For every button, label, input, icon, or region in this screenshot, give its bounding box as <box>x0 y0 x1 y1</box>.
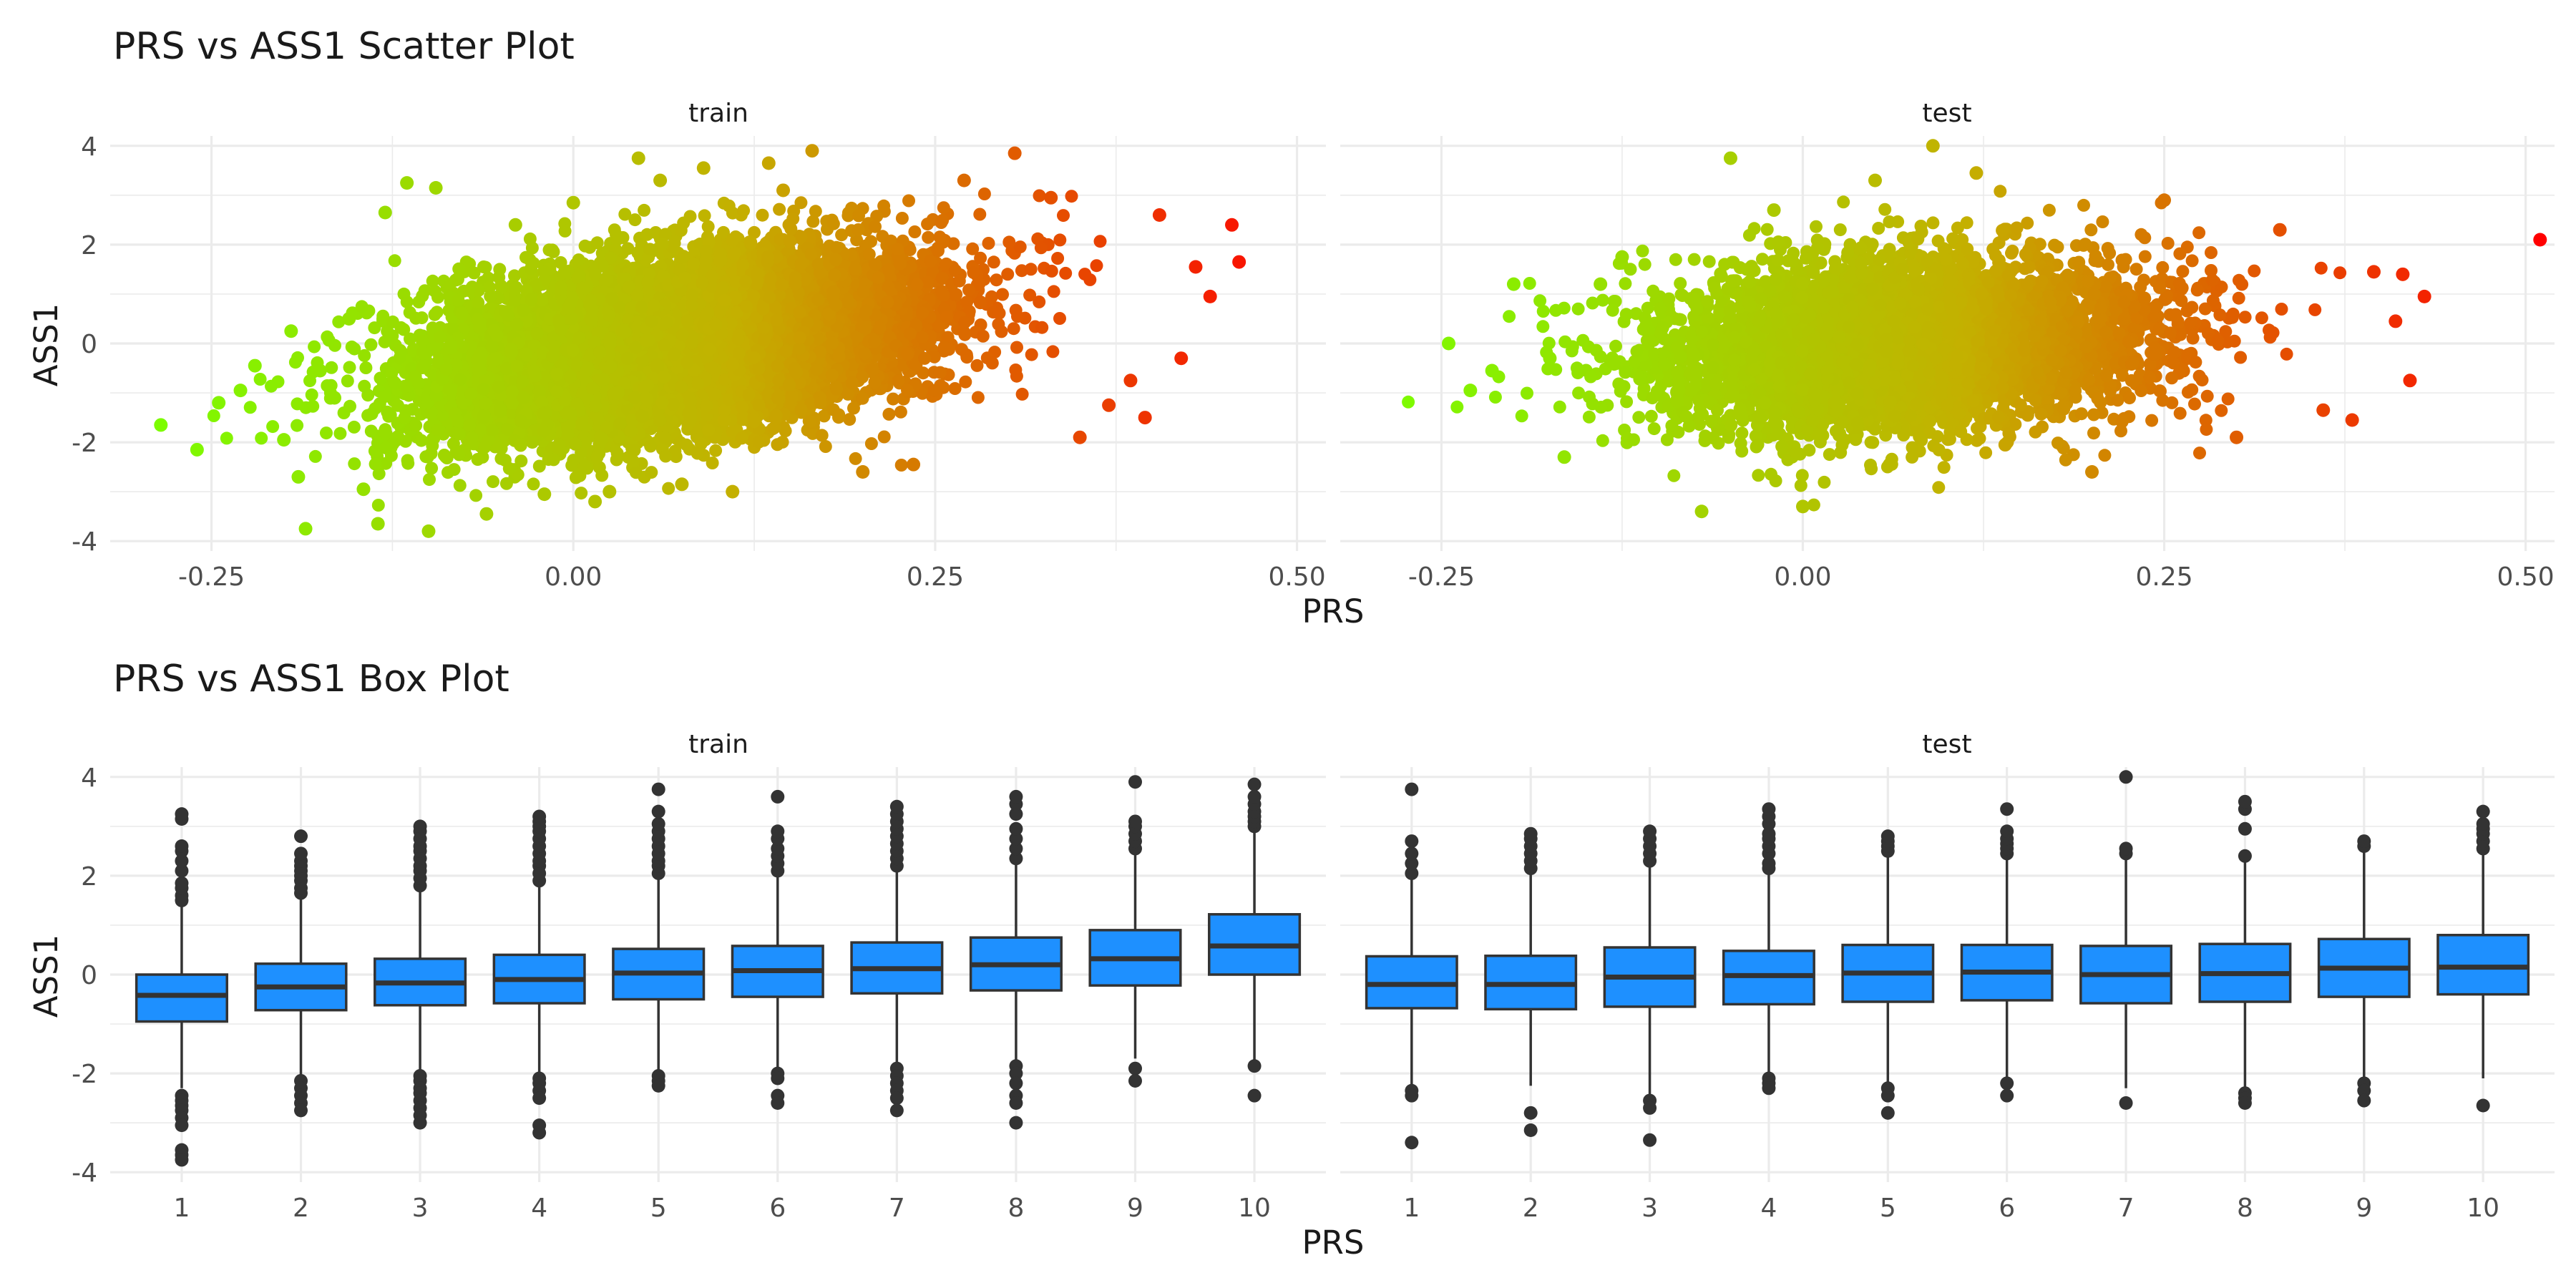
scatter-point <box>877 430 891 444</box>
scatter-point <box>970 358 984 372</box>
scatter-point <box>425 462 439 475</box>
scatter-point <box>638 203 651 217</box>
scatter-point <box>1045 264 1058 278</box>
scatter-point <box>343 361 356 374</box>
scatter-point <box>378 335 391 348</box>
scatter-point <box>532 459 546 473</box>
scatter-point <box>266 420 280 434</box>
scatter-point <box>308 340 321 353</box>
scatter-point <box>948 382 962 395</box>
scatter-point <box>372 467 386 481</box>
scatter-point <box>806 215 820 228</box>
scatter-point <box>388 254 401 268</box>
scatter-point <box>508 269 521 283</box>
scatter-point <box>1033 189 1046 203</box>
scatter-point <box>1023 288 1037 302</box>
scatter-point <box>306 399 320 413</box>
scatter-point <box>255 431 268 445</box>
scatter-point <box>1033 295 1046 308</box>
scatter-point <box>430 306 444 319</box>
scatter-point <box>809 205 822 218</box>
scatter-point <box>982 237 995 250</box>
scatter-point <box>819 440 832 453</box>
marks-layer <box>135 139 2547 1167</box>
scatter-point <box>937 201 950 215</box>
scatter-point <box>882 407 896 421</box>
scatter-point <box>629 466 643 479</box>
scatter-point <box>514 454 528 468</box>
scatter-point <box>706 457 719 469</box>
scatter-point <box>368 321 381 335</box>
scatter-point <box>347 420 361 434</box>
scatter-point <box>595 469 609 482</box>
scatter-point <box>308 449 322 463</box>
scatter-point <box>921 218 935 231</box>
scatter-point <box>1090 259 1103 273</box>
scatter-point <box>1047 285 1060 298</box>
scatter-point <box>578 239 592 253</box>
scatter-point <box>645 466 658 479</box>
scatter-point <box>1059 266 1073 280</box>
scatter-point <box>527 477 540 491</box>
scatter-point <box>773 203 786 216</box>
scatter-point <box>1007 322 1020 336</box>
scatter-point <box>756 208 769 222</box>
scatter-point <box>971 391 985 404</box>
scatter-point <box>996 288 1009 301</box>
scatter-point <box>1025 348 1038 361</box>
scatter-point <box>348 342 361 356</box>
scatter-point <box>1010 341 1023 354</box>
scatter-point <box>895 212 909 225</box>
scatter-point <box>1001 268 1015 281</box>
scatter-point <box>348 457 361 471</box>
scatter-point <box>976 329 990 343</box>
scatter-point <box>253 373 267 386</box>
scatter-point <box>908 225 922 238</box>
scatter-point <box>1093 235 1107 248</box>
scatter-point <box>990 273 1003 287</box>
scatter-point <box>453 479 467 492</box>
scatter-point <box>628 444 641 457</box>
scatter-point <box>794 196 808 210</box>
scatter-point-cloud-train <box>207 187 1107 512</box>
scatter-point <box>341 374 354 388</box>
scatter-point <box>959 375 972 389</box>
scatter-point <box>220 431 233 445</box>
scatter-point <box>987 255 1000 269</box>
